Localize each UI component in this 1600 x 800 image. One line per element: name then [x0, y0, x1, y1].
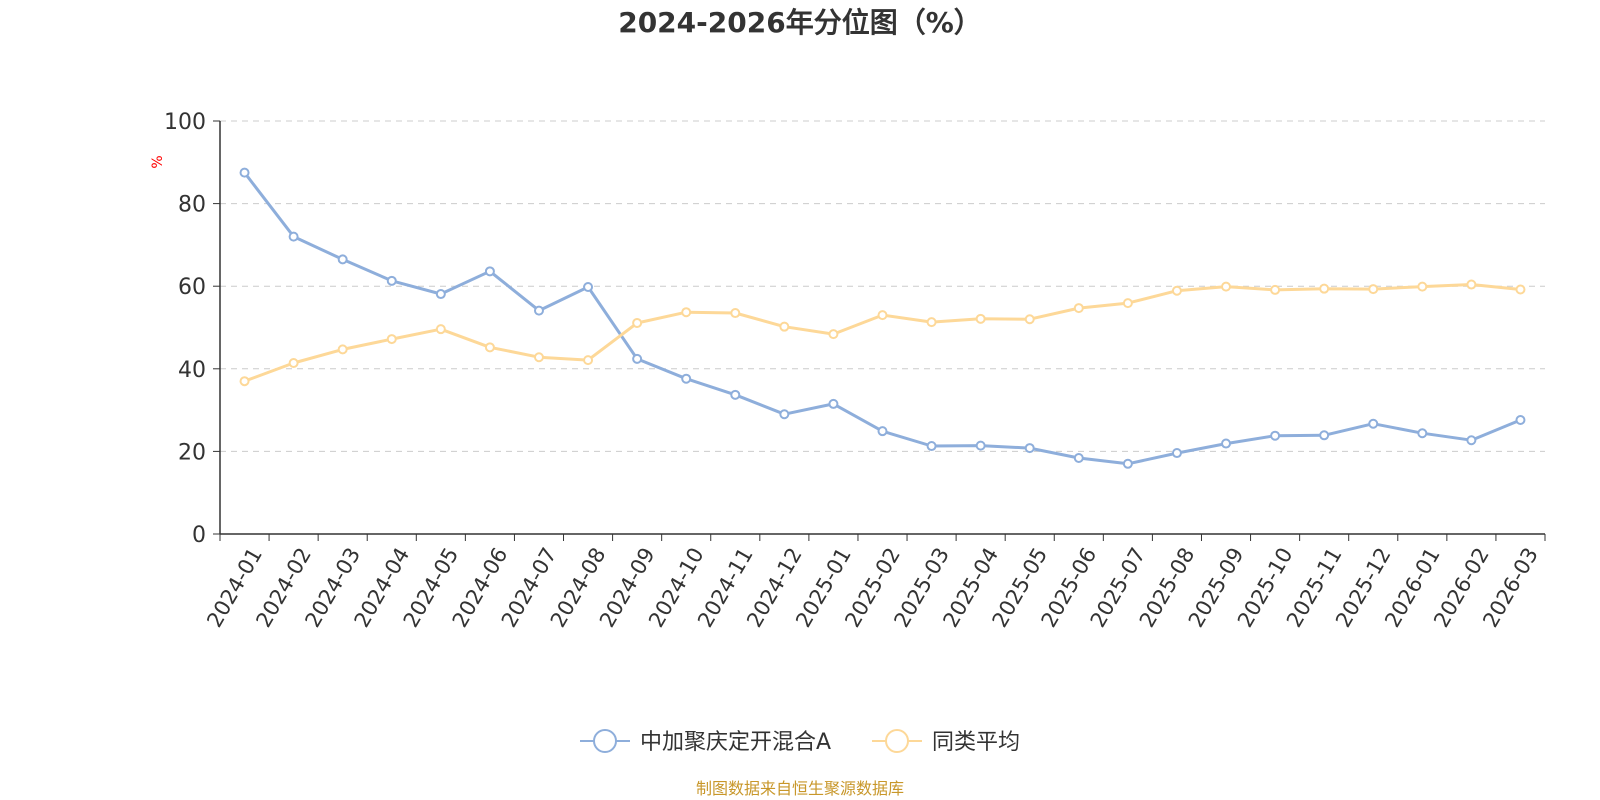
y-tick-label: 40: [178, 358, 206, 383]
legend-item-1: 中加聚庆定开混合A: [580, 729, 831, 755]
series-1-point: [583, 282, 594, 293]
series-1-point: [1171, 448, 1182, 459]
series-2-point: [1171, 285, 1182, 296]
series-1-point: [288, 231, 299, 242]
series-1-point: [1221, 438, 1232, 449]
series-1-point: [1368, 418, 1379, 429]
series-1-point: [779, 409, 790, 420]
legend: 中加聚庆定开混合A 同类平均: [580, 729, 1020, 755]
series-2-point: [681, 307, 692, 318]
series-1-point: [1319, 430, 1330, 441]
series-2-point: [484, 342, 495, 353]
y-tick-label: 0: [192, 523, 206, 548]
series-1-point: [386, 275, 397, 286]
series-2-point: [1368, 284, 1379, 295]
series-2-point: [435, 324, 446, 335]
series-1-point: [1073, 453, 1084, 464]
legend-label: 中加聚庆定开混合A: [640, 730, 831, 755]
y-tick-label: 80: [178, 193, 206, 218]
series-2-point: [632, 317, 643, 328]
series-1-point: [533, 305, 544, 316]
series-2-point: [1270, 284, 1281, 295]
series-2-point: [1417, 281, 1428, 292]
series-1-point: [1024, 443, 1035, 454]
series-1-point: [337, 254, 348, 265]
series-1-point: [239, 167, 250, 178]
series-1-point: [681, 373, 692, 384]
series-2-point: [975, 313, 986, 324]
series-2-point: [1073, 303, 1084, 314]
series-1-point: [975, 440, 986, 451]
legend-marker: [885, 729, 909, 753]
series-2-point: [1319, 283, 1330, 294]
series-1-point: [730, 389, 741, 400]
series-1-point: [435, 289, 446, 300]
series-2-point: [877, 310, 888, 321]
data-source-note: 制图数据来自恒生聚源数据库: [696, 779, 904, 798]
series-1-point: [484, 266, 495, 277]
series-1-point: [632, 353, 643, 364]
series-1-point: [1122, 458, 1133, 469]
series-1-point: [1515, 415, 1526, 426]
series-2-point: [779, 321, 790, 332]
series-1-point: [877, 426, 888, 437]
series-1-point: [1417, 428, 1428, 439]
series-2-point: [288, 358, 299, 369]
series-2-point: [1122, 298, 1133, 309]
series-2-point: [239, 376, 250, 387]
series-2-point: [1515, 284, 1526, 295]
series-1-point: [1270, 430, 1281, 441]
series-2-point: [1221, 281, 1232, 292]
y-axis-unit-label: %: [150, 155, 166, 168]
series-1-point: [926, 441, 937, 452]
legend-label: 同类平均: [932, 730, 1020, 755]
series-layer: [239, 167, 1526, 469]
series-2-point: [1024, 314, 1035, 325]
series-2-point: [386, 334, 397, 345]
series-2-point: [926, 317, 937, 328]
axes: 0204060801002024-012024-022024-032024-04…: [164, 110, 1546, 631]
series-2-point: [730, 308, 741, 319]
y-tick-label: 60: [178, 275, 206, 300]
series-1-point: [1466, 435, 1477, 446]
series-2-point: [583, 355, 594, 366]
series-2-point: [533, 352, 544, 363]
series-line-2: [243, 283, 1521, 383]
grid-lines: [220, 120, 1545, 452]
series-1-point: [828, 398, 839, 409]
y-tick-label: 20: [178, 440, 206, 465]
legend-item-2: 同类平均: [872, 729, 1020, 755]
series-2-point: [1466, 279, 1477, 290]
y-tick-label: 100: [164, 110, 206, 135]
legend-marker: [593, 729, 617, 753]
series-2-point: [828, 329, 839, 340]
series-2-point: [337, 344, 348, 355]
chart-title: 2024-2026年分位图（%）: [618, 6, 982, 39]
